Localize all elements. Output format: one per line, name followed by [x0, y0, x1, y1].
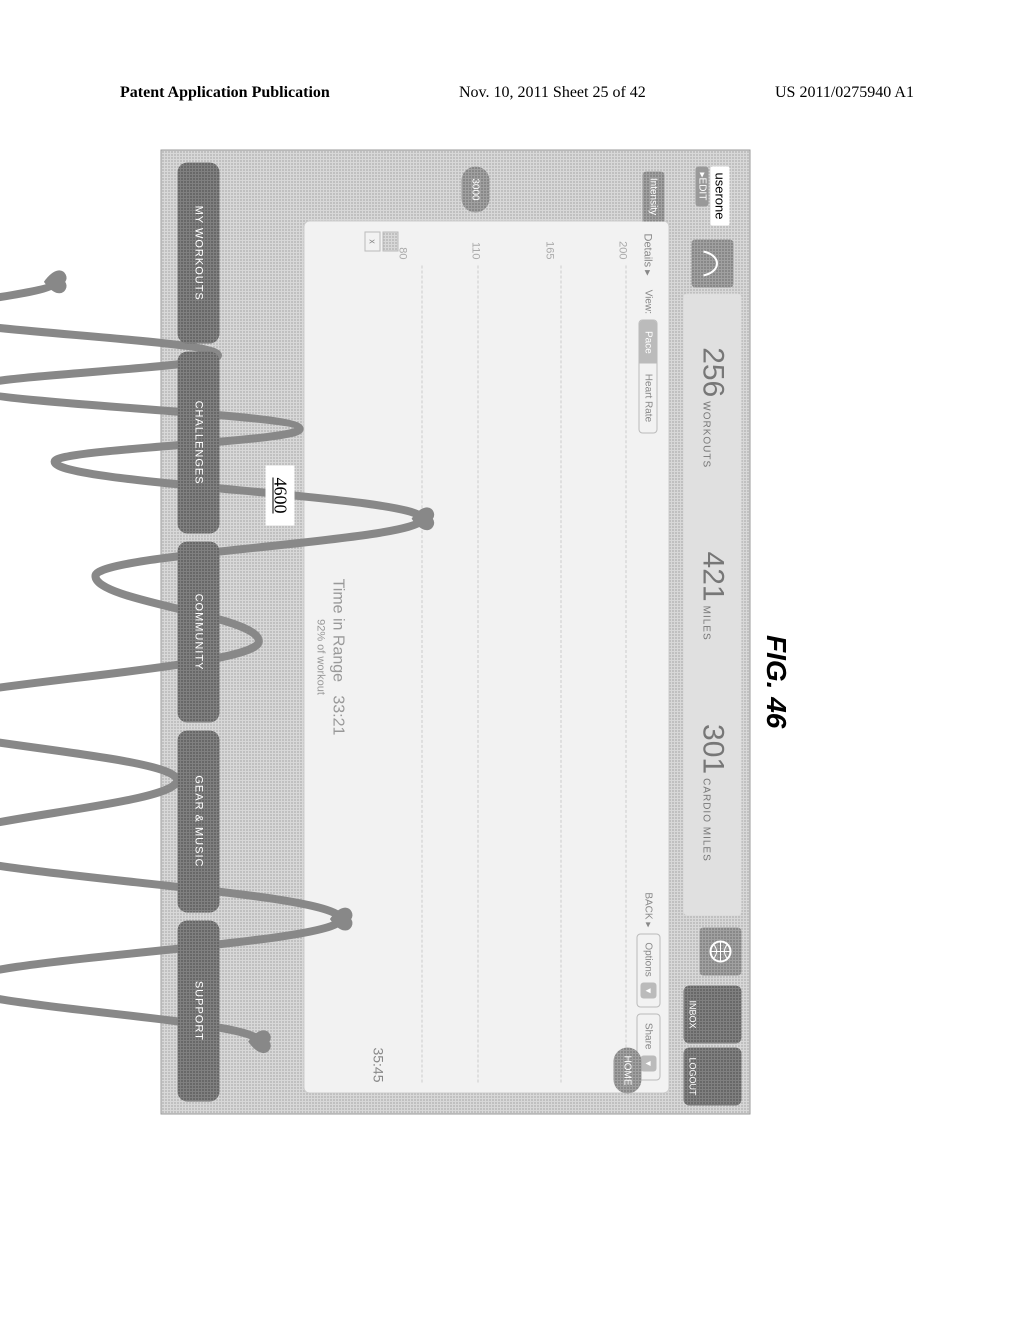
pill-label: LOGOUT	[688, 1057, 698, 1095]
stat-value: 256	[696, 347, 730, 397]
options-dropdown[interactable]: Options ▾	[637, 933, 661, 1007]
card-summary: Time in Range 33:21 92% of workout	[315, 222, 347, 1093]
home-badge[interactable]: HOME	[614, 1048, 642, 1094]
y-axis: 200 165 110 80	[365, 232, 635, 264]
y-tick: 165	[543, 232, 555, 260]
user-block: userone ▸EDIT	[694, 159, 732, 234]
nav-myworkouts[interactable]: MY WORKOUTS	[178, 163, 220, 344]
nav-support[interactable]: SUPPORT	[178, 920, 220, 1101]
avatar[interactable]	[692, 239, 734, 287]
y-tick: 200	[617, 232, 629, 260]
view-toggle: View: Pace Heart Rate	[639, 290, 658, 433]
left-badge: 3000	[462, 167, 490, 213]
stat-value: 301	[696, 724, 730, 774]
tir-value: 33:21	[330, 695, 347, 735]
pill-label: INBOX	[688, 1000, 698, 1028]
page-header: Patent Application Publication Nov. 10, …	[120, 84, 914, 102]
card-toolbar: Details ▸ View: Pace Heart Rate BACK ▸ O…	[631, 222, 669, 1093]
x-end-label: 35:45	[371, 1047, 387, 1082]
stat-label: MILES	[701, 606, 712, 641]
logout-button[interactable]: LOGOUT	[684, 1048, 742, 1106]
intensity-tab[interactable]: Intensity	[643, 172, 665, 222]
top-bar: userone ▸EDIT 256 WORKOUTS 421 MILES 301…	[684, 159, 742, 1106]
legend: x	[365, 232, 399, 252]
segment-pace[interactable]: Pace	[640, 321, 657, 364]
reference-number: 4600	[266, 466, 295, 526]
pct-of-workout: 92% of workout	[315, 222, 327, 1093]
segment-heartrate[interactable]: Heart Rate	[640, 364, 657, 432]
chart-area: 200 165 110 80 35:45 x	[365, 232, 635, 1083]
nav-community[interactable]: COMMUNITY	[178, 541, 220, 722]
share-label: Share	[643, 1023, 654, 1050]
y-tick: 110	[470, 232, 482, 260]
stat-label: CARDIO MILES	[701, 778, 712, 862]
legend-item: x	[365, 232, 381, 252]
legend-item	[383, 232, 399, 252]
chevron-down-icon: ▾	[641, 983, 657, 999]
figure-caption: FIG. 46	[760, 635, 792, 728]
heartrate-line-chart	[0, 266, 627, 1083]
time-in-range: Time in Range 33:21	[329, 222, 347, 1093]
bottom-nav: MY WORKOUTS CHALLENGES COMMUNITY GEAR & …	[178, 163, 220, 1102]
view-label: View:	[643, 290, 654, 320]
back-button[interactable]: BACK ▸	[643, 892, 654, 927]
edit-button[interactable]: ▸EDIT	[696, 167, 709, 207]
stat-miles: 421 MILES	[696, 552, 730, 641]
stat-label: WORKOUTS	[701, 401, 712, 468]
top-right: INBOX LOGOUT	[684, 916, 742, 1106]
details-button[interactable]: Details ▸	[642, 234, 655, 276]
options-label: Options	[643, 942, 654, 976]
pub-label: Patent Application Publication	[120, 84, 330, 102]
stat-cardio: 301 CARDIO MILES	[696, 724, 730, 862]
sheet-label: Nov. 10, 2011 Sheet 25 of 42	[459, 84, 646, 102]
pub-number: US 2011/0275940 A1	[775, 84, 914, 102]
stat-value: 421	[696, 552, 730, 602]
app-screen: userone ▸EDIT 256 WORKOUTS 421 MILES 301…	[161, 150, 751, 1115]
card-right-buttons: BACK ▸ Options ▾ Share ▾	[637, 892, 661, 1080]
username: userone	[711, 167, 730, 226]
segment-control[interactable]: Pace Heart Rate	[639, 320, 658, 433]
tir-label: Time in Range	[330, 579, 347, 682]
globe-icon[interactable]	[700, 928, 742, 976]
nav-gearmusic[interactable]: GEAR & MUSIC	[178, 731, 220, 912]
stat-workouts: 256 WORKOUTS	[696, 347, 730, 468]
nav-challenges[interactable]: CHALLENGES	[178, 352, 220, 533]
stats-bar: 256 WORKOUTS 421 MILES 301 CARDIO MILES	[684, 293, 742, 915]
inbox-button[interactable]: INBOX	[684, 986, 742, 1044]
chevron-down-icon: ▾	[641, 1056, 657, 1072]
figure-container: userone ▸EDIT 256 WORKOUTS 421 MILES 301…	[160, 150, 750, 1115]
chart-card: Intensity Details ▸ View: Pace Heart Rat…	[304, 221, 670, 1094]
